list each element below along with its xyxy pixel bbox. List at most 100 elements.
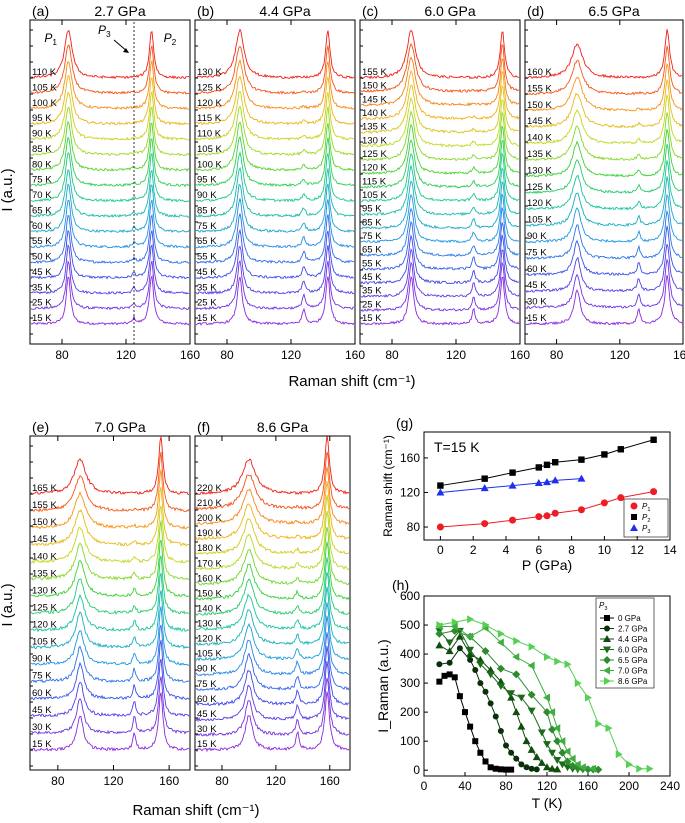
temperature-label: 15 K [527,313,547,324]
spectrum-line [360,42,520,93]
spectrum-line [360,220,520,271]
data-point [462,709,468,716]
spectrum-line [30,274,190,326]
data-point [467,615,475,624]
spectrum-line [195,494,350,555]
data-point [437,482,444,489]
spectrum-line [525,112,683,162]
spectrum-line [360,110,520,162]
data-point [543,512,551,520]
data-point [466,646,475,654]
spectrum-line [30,213,190,265]
temperature-label: 70 K [32,190,52,201]
spectrum-line [195,276,355,326]
data-point [527,707,536,715]
temperature-label: 65 K [362,245,382,256]
series-line [439,647,537,770]
spectrum-line [30,451,190,513]
panel-letter: (f) [197,419,210,435]
temperature-label: 150 K [362,81,387,92]
data-point [496,638,504,647]
data-point [528,642,536,651]
legend-label: 0 GPa [618,614,641,623]
temperature-label: 155 K [32,500,57,511]
spectrum-line [195,213,355,264]
spectrum-line [195,511,350,571]
temperature-label: 120 K [32,620,57,631]
spectrum-line [360,234,520,285]
spectrum-line [30,539,190,598]
temperature-label: 90 K [197,664,217,675]
data-point [467,656,474,663]
data-point [436,523,444,531]
panel-letter: (a) [32,3,49,19]
data-point [476,661,485,669]
temperature-label: 75 K [197,221,217,232]
spectrum-line [525,129,683,178]
data-point [589,764,597,773]
x-tick-label: 120 [446,348,466,362]
temperature-label: 210 K [197,498,222,509]
data-point [481,647,490,656]
temperature-label: 125 K [197,82,222,93]
panel-frame [194,19,356,345]
legend-label: P1 [642,502,650,513]
temperature-label: 30 K [197,724,217,735]
data-point [436,621,444,630]
spectrum-line [195,135,355,187]
data-point [477,749,484,756]
spectrum-line [195,691,350,753]
data-point [487,764,494,771]
x-tick-label: 80 [55,348,69,362]
temperature-label: 55 K [362,258,382,269]
data-point [446,671,453,678]
data-point [455,627,464,635]
spectrum-line [525,79,683,129]
temperature-label: 60 K [527,264,547,275]
spectrum-line [360,29,520,80]
x-tick-label: 120 [281,348,301,362]
data-point [636,764,644,773]
temperature-label: 25 K [32,298,52,309]
x-tick-label: 10 [598,543,612,557]
data-point [617,494,625,502]
spectrum-line [30,469,190,530]
data-point [578,763,586,772]
temperature-label: 90 K [32,129,52,140]
spectrum-line [30,243,190,295]
spectrum-line [525,143,683,195]
temperature-label: 85 K [362,217,382,228]
x-tick-label: 80 [499,779,513,793]
peak-label-p3: P3 [98,23,111,39]
temperature-label: 105 K [197,649,222,660]
spectrum-line [195,58,355,110]
data-point [445,639,454,647]
spectrum-line [195,466,350,526]
spectrum-line [195,166,355,218]
x-tick-label: 200 [619,779,639,793]
legend-box [595,597,655,689]
spectrum-line [525,243,683,293]
spectrum-line [195,451,350,511]
y-tick-label: 200 [400,705,420,719]
x-tick-label: 0 [421,779,428,793]
panel-title: T=15 K [434,439,480,455]
spectrum-line [30,90,190,141]
panel-title: 7.0 GPa [94,419,146,435]
spectrum-line [195,586,350,646]
spectrum-line [195,198,355,249]
temperature-label: 170 K [197,558,222,569]
data-point [456,645,463,652]
x-tick-label: 160 [159,774,179,788]
temperature-label: 85 K [197,205,217,216]
data-point [552,459,559,466]
data-point [534,478,543,486]
spectrum-line [195,435,350,496]
data-point [472,738,479,745]
spectrum-line [30,199,190,249]
temperature-label: 130 K [197,619,222,630]
data-point [558,748,567,757]
temperature-label: 45 K [32,267,52,278]
data-point [467,723,474,730]
data-point [513,637,521,645]
